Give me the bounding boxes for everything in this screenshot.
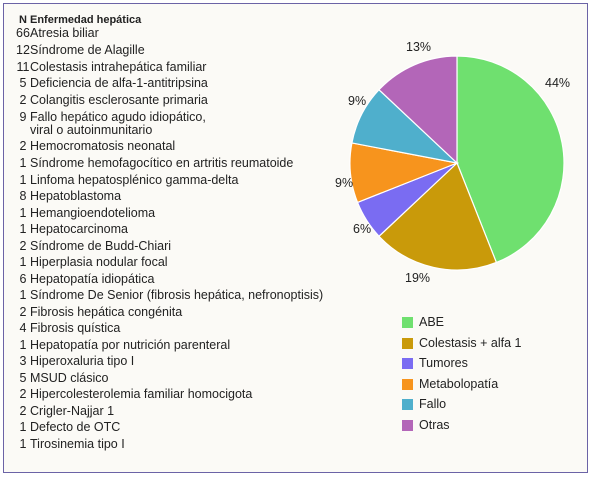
row-count: 66 <box>16 26 30 40</box>
row-count: 1 <box>19 437 27 451</box>
row-disease: Hepatoblastoma <box>30 189 122 203</box>
row-count: 2 <box>19 239 27 253</box>
row-count: 2 <box>19 305 27 319</box>
row-count: 2 <box>19 387 27 401</box>
legend-swatch <box>402 337 413 349</box>
row-count: 1 <box>19 206 27 220</box>
slice-label: 13% <box>406 40 431 54</box>
pie-slice <box>378 161 498 271</box>
row-disease: Colestasis intrahepática familiar <box>30 60 207 74</box>
legend-swatch <box>402 399 413 410</box>
legend-swatch <box>402 317 413 328</box>
row-disease: Atresia biliar <box>30 26 99 40</box>
row-count: 2 <box>19 404 27 418</box>
row-disease: Linfoma hepatosplénico gamma-delta <box>30 173 239 187</box>
row-disease: Hipercolesterolemia familiar homocigota <box>30 387 253 401</box>
row-disease: MSUD clásico <box>30 371 109 385</box>
row-disease: Hemocromatosis neonatal <box>30 139 176 153</box>
row-count: 1 <box>19 156 27 170</box>
header-n: N <box>19 14 27 26</box>
row-count: 1 <box>19 420 27 434</box>
row-disease: Hepatopatía idiopática <box>30 272 155 286</box>
row-count: 4 <box>19 321 27 335</box>
row-disease: Síndrome hemofagocítico en artritis reum… <box>30 156 294 170</box>
row-disease: Hepatopatía por nutrición parenteral <box>30 338 231 352</box>
row-count: 12 <box>16 43 30 57</box>
pie-chart: 44% 19% 6% 9% 9% 13% <box>335 40 570 285</box>
row-count: 8 <box>19 189 27 203</box>
row-count: 9 <box>19 110 27 124</box>
row-count: 2 <box>19 93 27 107</box>
pie-slice <box>456 55 565 264</box>
row-count: 5 <box>19 76 27 90</box>
slice-label: 9% <box>335 176 353 190</box>
row-disease: Colangitis esclerosante primaria <box>30 93 208 107</box>
row-disease: Hiperoxaluria tipo I <box>30 354 135 368</box>
row-disease: Defecto de OTC <box>30 420 121 434</box>
row-disease: Síndrome de Budd-Chiari <box>30 239 172 253</box>
pie-slice <box>378 55 458 165</box>
row-count: 2 <box>19 139 27 153</box>
row-count: 5 <box>19 371 27 385</box>
row-disease: Tirosinemia tipo I <box>30 437 125 451</box>
slice-label: 19% <box>405 271 430 285</box>
legend-swatch <box>402 419 413 431</box>
row-count: 1 <box>19 288 27 302</box>
slice-label: 9% <box>348 94 366 108</box>
legend-swatch <box>402 378 413 390</box>
row-disease: Crigler-Najjar 1 <box>30 404 115 418</box>
row-disease: Fallo hepático agudo idiopático, viral o… <box>30 110 206 137</box>
legend-label: Metabolopatía <box>419 376 499 391</box>
row-count: 3 <box>19 354 27 368</box>
legend-label: Colestasis + alfa 1 <box>419 335 522 350</box>
legend-label: Otras <box>419 417 450 432</box>
row-disease: Fibrosis quística <box>30 321 121 335</box>
header-disease: Enfermedad hepática <box>30 14 142 26</box>
row-count: 6 <box>19 272 27 286</box>
row-disease: Deficiencia de alfa-1-antitripsina <box>30 76 208 90</box>
row-count: 1 <box>19 173 27 187</box>
row-disease: Fibrosis hepática congénita <box>30 305 183 319</box>
row-disease: Síndrome de Alagille <box>30 43 145 57</box>
row-count: 1 <box>19 222 27 236</box>
row-disease: Síndrome De Senior (fibrosis hepática, n… <box>30 288 324 302</box>
row-count: 11 <box>16 60 30 74</box>
slice-label: 44% <box>545 76 570 90</box>
legend-swatch <box>402 358 413 369</box>
slice-label: 6% <box>353 222 371 236</box>
legend-label: Tumores <box>419 356 468 370</box>
legend-label: ABE <box>419 315 445 329</box>
legend-label: Fallo <box>419 397 447 411</box>
row-disease: Hemangioendotelioma <box>30 206 156 220</box>
row-count: 1 <box>19 255 27 269</box>
row-disease: Hepatocarcinoma <box>30 222 128 236</box>
row-count: 1 <box>19 338 27 352</box>
row-disease: Hiperplasia nodular focal <box>30 255 168 269</box>
